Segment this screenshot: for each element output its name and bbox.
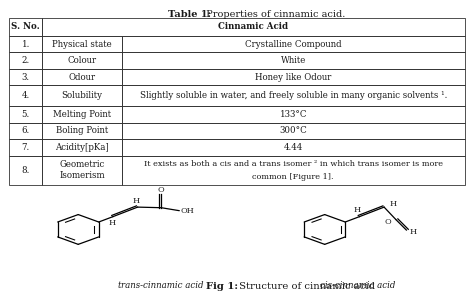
Bar [42, 69, 122, 85]
Text: t: t [118, 281, 121, 290]
Text: cis-cinnamic acid: cis-cinnamic acid [320, 281, 396, 290]
Text: O: O [384, 218, 391, 226]
Text: 7.: 7. [22, 143, 30, 152]
Bar [122, 52, 465, 69]
Text: Physical state: Physical state [52, 40, 112, 49]
Text: O: O [158, 186, 164, 194]
Text: Properties of cinnamic acid.: Properties of cinnamic acid. [203, 10, 345, 19]
Bar [122, 69, 465, 85]
Bar [122, 106, 465, 122]
Text: 3.: 3. [22, 73, 30, 82]
Text: Honey like Odour: Honey like Odour [255, 73, 331, 82]
Bar [9, 18, 42, 36]
Bar [9, 106, 42, 122]
Text: Melting Point: Melting Point [53, 110, 111, 119]
Text: Geometric
Isomerism: Geometric Isomerism [59, 160, 105, 180]
Text: H: H [410, 228, 417, 235]
Text: Crystalline Compound: Crystalline Compound [245, 40, 341, 49]
Text: 4.: 4. [22, 91, 30, 100]
Bar [122, 122, 465, 139]
Bar [42, 122, 122, 139]
Bar [122, 139, 465, 156]
Text: H: H [132, 197, 139, 205]
Text: Boling Point: Boling Point [56, 126, 108, 135]
Text: OH: OH [180, 207, 194, 215]
Bar [42, 139, 122, 156]
Text: S. No.: S. No. [11, 22, 40, 31]
Text: Odour: Odour [69, 73, 96, 82]
Bar [9, 85, 42, 106]
Text: 6.: 6. [22, 126, 30, 135]
Text: Table 1:: Table 1: [168, 10, 211, 19]
Text: 5.: 5. [22, 110, 30, 119]
Text: H: H [390, 200, 397, 208]
Bar [42, 156, 122, 185]
Text: Solubility: Solubility [62, 91, 102, 100]
Bar [122, 36, 465, 52]
Bar [9, 52, 42, 69]
Text: Fig 1:: Fig 1: [206, 283, 238, 291]
Bar [122, 85, 465, 106]
Bar [9, 122, 42, 139]
Text: 133°C: 133°C [280, 110, 307, 119]
Bar [42, 52, 122, 69]
Bar [42, 106, 122, 122]
Bar [42, 85, 122, 106]
Bar [42, 18, 465, 36]
Text: common [Figure 1].: common [Figure 1]. [252, 173, 334, 181]
Text: Cinnamic Acid: Cinnamic Acid [219, 22, 289, 31]
Text: Slightly soluble in water, and freely soluble in many organic solvents ¹.: Slightly soluble in water, and freely so… [139, 91, 447, 100]
Text: H: H [109, 219, 116, 227]
Bar [9, 156, 42, 185]
Bar [122, 156, 465, 185]
Text: H: H [354, 207, 361, 214]
Text: Colour: Colour [67, 56, 97, 65]
Text: White: White [281, 56, 306, 65]
Text: 8.: 8. [22, 166, 30, 175]
Bar [9, 69, 42, 85]
Text: 4.44: 4.44 [283, 143, 303, 152]
Text: Structure of cinnamic acid: Structure of cinnamic acid [236, 283, 374, 291]
Bar [9, 139, 42, 156]
Text: 2.: 2. [22, 56, 30, 65]
Text: Acidity[pKa]: Acidity[pKa] [55, 143, 109, 152]
Text: It exists as both a cis and a trans isomer ² in which trans isomer is more: It exists as both a cis and a trans isom… [144, 160, 443, 168]
Bar [9, 36, 42, 52]
Text: 300°C: 300°C [279, 126, 307, 135]
Text: 1.: 1. [22, 40, 30, 49]
Text: rans-cinnamic acid: rans-cinnamic acid [121, 281, 203, 290]
Bar [42, 36, 122, 52]
